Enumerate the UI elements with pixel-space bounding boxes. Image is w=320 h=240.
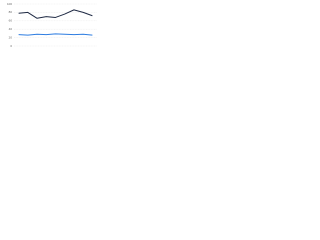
y-tick-label: 80 (9, 10, 13, 14)
y-tick-label: 60 (9, 19, 13, 23)
chart: 0 20 40 60 80 100 (7, 2, 97, 48)
y-tick-label: 100 (7, 2, 12, 6)
y-tick-label: 0 (10, 44, 12, 48)
y-tick-label: 20 (9, 35, 13, 39)
series-line (18, 9, 93, 19)
y-tick-label: 40 (9, 27, 13, 31)
series-line (18, 33, 93, 36)
